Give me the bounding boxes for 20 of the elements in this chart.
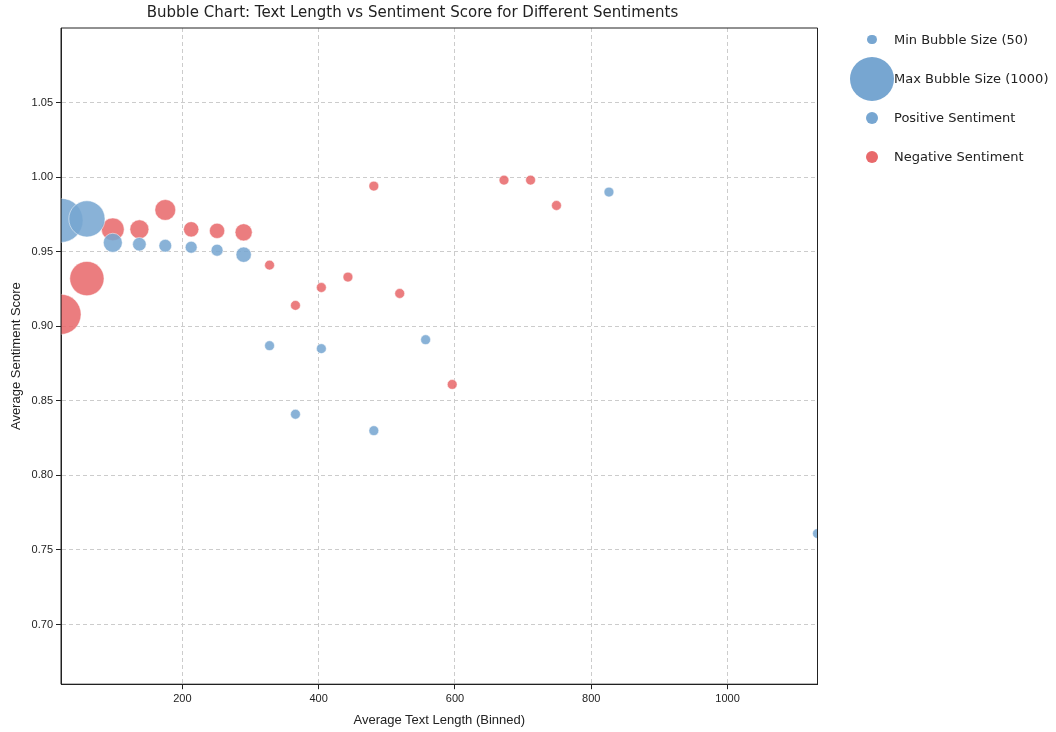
y-tick-label: 1.05 <box>31 95 54 108</box>
y-axis-title: Average Sentiment Score <box>8 282 24 431</box>
legend-label: Min Bubble Size (50) <box>894 32 1029 47</box>
y-tick-label: 0.95 <box>31 244 54 257</box>
y-tick-label: 0.75 <box>31 543 54 556</box>
x-tick-label: 200 <box>173 691 192 704</box>
legend-label: Positive Sentiment <box>894 110 1016 125</box>
chart-title: Bubble Chart: Text Length vs Sentiment Score for Different Sentiments <box>146 2 679 21</box>
legend-label: Negative Sentiment <box>894 149 1024 164</box>
x-tick-label: 1000 <box>715 691 740 704</box>
y-tick-label: 0.90 <box>31 319 54 332</box>
x-tick-label: 400 <box>309 691 328 704</box>
y-tick-label: 0.70 <box>31 617 54 630</box>
x-axis-title: Average Text Length (Binned) <box>353 711 526 727</box>
y-tick-label: 0.80 <box>31 468 54 481</box>
y-tick-label: 1.00 <box>31 170 54 183</box>
x-tick-label: 800 <box>582 691 601 704</box>
legend-label: Max Bubble Size (1000) <box>894 71 1049 86</box>
x-tick-label: 600 <box>445 691 465 704</box>
y-tick-label: 0.85 <box>31 393 54 406</box>
